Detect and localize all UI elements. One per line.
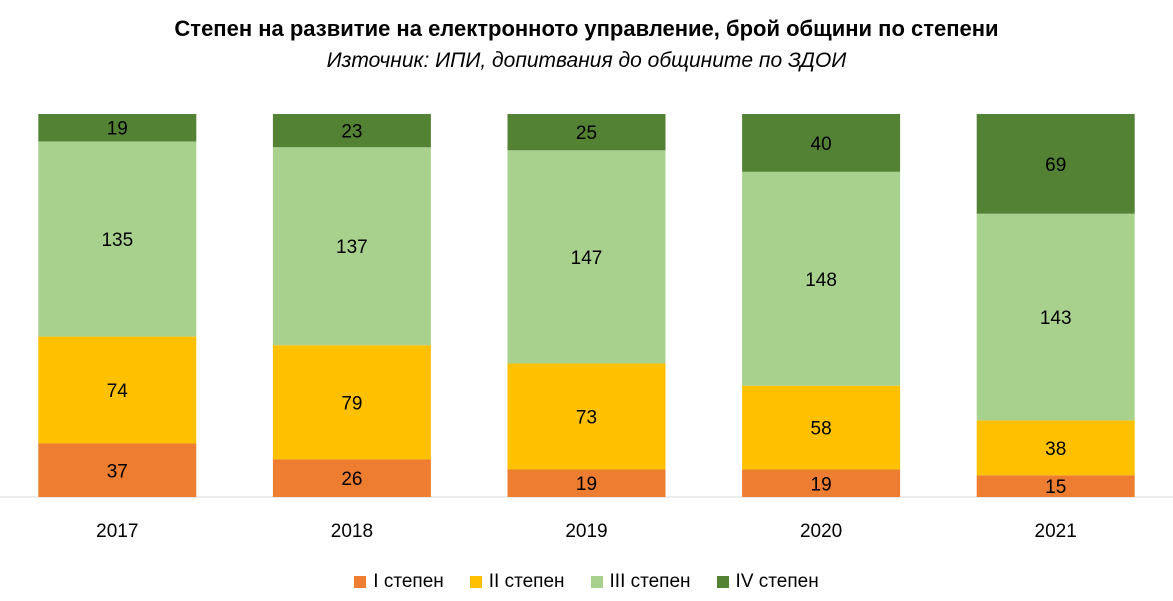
legend-item-1: I степен <box>354 571 444 593</box>
bar-segment-2019-s1 <box>507 469 666 497</box>
data-label-2021-s4: 69 <box>1045 155 1066 176</box>
legend-label-2: II степен <box>488 571 565 592</box>
data-label-2019-s2: 73 <box>576 407 597 428</box>
x-tick-label-2019: 2019 <box>565 521 607 542</box>
legend-label-1: I степен <box>373 571 444 592</box>
legend-swatch-2 <box>469 576 482 588</box>
bar-segment-2017-s3 <box>38 141 197 337</box>
x-tick-label-2020: 2020 <box>800 521 842 542</box>
bar-segment-2018-s3 <box>272 147 431 346</box>
data-label-2018-s1: 26 <box>341 469 362 490</box>
bar-segment-2017-s4 <box>38 114 197 142</box>
bar-segment-2021-s3 <box>976 213 1135 421</box>
data-label-2017-s1: 37 <box>107 461 128 482</box>
x-tick-label-2017: 2017 <box>96 521 138 542</box>
bar-segment-2019-s4 <box>507 114 666 151</box>
data-label-2017-s2: 74 <box>107 381 129 402</box>
data-label-2021-s2: 38 <box>1045 439 1066 460</box>
chart-title: Степен на развитие на електронното управ… <box>174 16 999 41</box>
legend-swatch-1 <box>354 576 367 588</box>
data-label-2021-s1: 15 <box>1045 477 1066 498</box>
bar-segment-2020-s2 <box>742 385 901 470</box>
x-tick-label-2021: 2021 <box>1035 521 1077 542</box>
data-label-2019-s4: 25 <box>576 123 597 144</box>
data-label-2020-s3: 148 <box>805 270 837 291</box>
legend-label-3: III степен <box>609 571 691 592</box>
legend-item-2: II степен <box>469 571 565 593</box>
bar-segment-2020-s1 <box>742 469 901 497</box>
legend-label-4: IV степен <box>735 571 819 592</box>
legend-item-4: IV степен <box>716 571 819 593</box>
data-label-2018-s4: 23 <box>341 122 362 143</box>
legend-swatch-3 <box>590 576 603 588</box>
bar-segment-2020-s3 <box>742 171 901 386</box>
data-label-2017-s4: 19 <box>107 119 128 140</box>
data-label-2020-s1: 19 <box>811 474 832 495</box>
bar-segment-2019-s2 <box>507 363 666 470</box>
bar-segment-2017-s1 <box>38 443 197 497</box>
legend-item-3: III степен <box>590 571 691 593</box>
bar-segment-2020-s4 <box>742 114 901 172</box>
data-label-2020-s4: 40 <box>811 134 832 155</box>
data-label-2021-s3: 143 <box>1040 308 1072 329</box>
legend: I степен II степен III степен IV степен <box>0 571 1173 593</box>
chart-subtitle: Източник: ИПИ, допитвания до общините по… <box>326 49 847 72</box>
x-tick-label-2018: 2018 <box>331 521 373 542</box>
bar-segment-2018-s1 <box>272 459 431 497</box>
bar-segment-2018-s2 <box>272 345 431 460</box>
data-label-2018-s3: 137 <box>336 237 368 258</box>
data-label-2019-s1: 19 <box>576 474 597 495</box>
bar-segment-2021-s2 <box>976 420 1135 476</box>
bar-segment-2019-s3 <box>507 150 666 364</box>
data-label-2018-s2: 79 <box>341 393 362 414</box>
data-label-2020-s2: 58 <box>811 419 832 440</box>
bar-segment-2018-s4 <box>272 114 431 148</box>
legend-swatch-4 <box>716 576 729 588</box>
bar-segment-2021-s4 <box>976 114 1135 214</box>
bar-segment-2017-s2 <box>38 336 197 444</box>
data-label-2017-s3: 135 <box>101 230 133 251</box>
data-label-2019-s3: 147 <box>571 248 603 269</box>
bar-segment-2021-s1 <box>976 475 1135 497</box>
